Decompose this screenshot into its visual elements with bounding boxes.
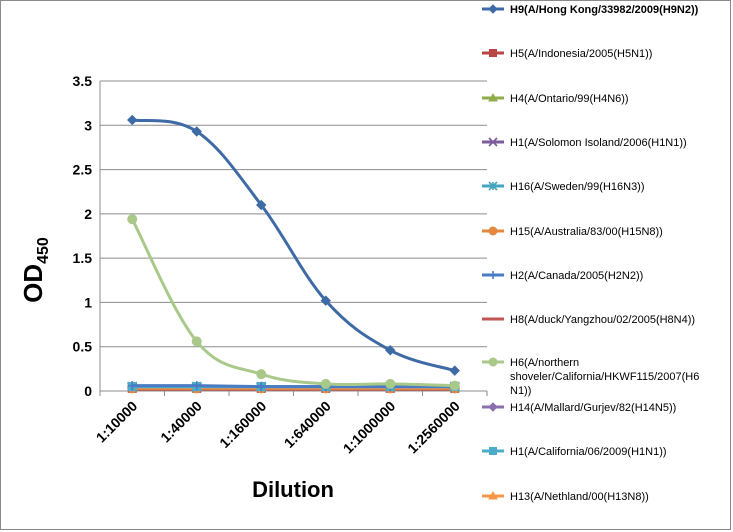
legend-item: H14(A/Mallard/Gurjev/82(H14N5))	[482, 402, 676, 414]
legend-label: H14(A/Mallard/Gurjev/82(H14N5))	[510, 402, 676, 414]
legend-item: H6(A/northern shoveler/California/HKWF115…	[482, 357, 699, 397]
data-point-marker	[449, 380, 460, 391]
legend-item: H9(A/Hong Kong/33982/2009(H9N2))	[482, 4, 699, 16]
data-point-marker	[127, 381, 137, 391]
data-point-marker	[489, 447, 497, 455]
y-axis-title: OD450	[18, 237, 52, 303]
y-axis-title-main: OD	[18, 264, 48, 303]
data-point-marker	[385, 378, 396, 389]
data-point-marker	[488, 226, 498, 236]
data-point-marker	[192, 381, 202, 391]
legend-item: H2(A/Canada/2005(H2N2))	[482, 270, 643, 282]
legend-label-line: H6(A/northern	[510, 357, 579, 369]
legend-item: H13(A/Nethland/00(H13N8))	[482, 490, 649, 503]
series-line	[132, 384, 455, 389]
legend: H9(A/Hong Kong/33982/2009(H9N2)) H5(A/Ind…	[482, 4, 699, 503]
data-point-marker	[320, 378, 331, 389]
x-tick-label: 1:10000	[93, 398, 141, 446]
data-point-marker	[489, 49, 497, 57]
x-tick-label: 1:2560000	[404, 398, 463, 457]
x-tick-label: 1:1000000	[340, 398, 399, 457]
legend-item: H1(A/Solomon Isoland/2006(H1N1))	[482, 137, 687, 149]
legend-label-line: N1))	[510, 385, 531, 397]
data-point-marker	[488, 92, 498, 102]
x-axis-title: Dilution	[252, 477, 334, 502]
legend-label: H5(A/Indonesia/2005(H5N1))	[510, 48, 652, 60]
y-tick-label: 1	[84, 294, 92, 310]
x-tick-label: 1:640000	[281, 398, 334, 451]
data-point-marker	[488, 137, 498, 147]
y-tick-label: 2.5	[73, 162, 93, 178]
data-point-marker	[385, 345, 396, 356]
legend-label: H6(A/northern shoveler/California/HKWF115…	[510, 357, 699, 397]
series-8	[127, 214, 460, 391]
legend-item: H1(A/California/06/2009(H1N1))	[482, 446, 667, 458]
legend-label: H2(A/Canada/2005(H2N2))	[510, 270, 643, 282]
axes: 00.511.522.533.51:10000 1:40000 1:160000 1:…	[73, 73, 488, 457]
data-point-marker	[489, 271, 497, 279]
y-tick-label: 3	[84, 117, 92, 133]
y-tick-label: 1.5	[73, 250, 93, 266]
series-lines	[126, 114, 461, 394]
data-point-marker	[488, 402, 498, 412]
y-tick-label: 3.5	[73, 73, 93, 89]
data-point-marker	[488, 490, 498, 500]
legend-label: H8(A/duck/Yangzhou/02/2005(H8N4))	[510, 314, 695, 326]
x-tick-label: 1:40000	[157, 398, 205, 446]
data-point-marker	[449, 365, 460, 376]
data-point-marker	[488, 181, 498, 191]
legend-item: H8(A/duck/Yangzhou/02/2005(H8N4))	[482, 314, 695, 326]
data-point-marker	[256, 199, 267, 211]
legend-label: H16(A/Sweden/99(H16N3))	[510, 181, 645, 193]
series-line	[131, 118, 456, 373]
data-point-marker	[191, 336, 202, 347]
legend-label: H4(A/Ontario/99(H4N6))	[510, 93, 629, 105]
data-point-marker	[256, 369, 267, 380]
legend-item: H15(A/Australia/83/00(H15N8))	[482, 226, 663, 238]
series-0	[127, 114, 460, 376]
y-axis-title-subscript: 450	[35, 237, 52, 264]
legend-label-line: shoveler/California/HKWF115/2007(H6	[510, 371, 699, 383]
data-point-marker	[488, 357, 498, 367]
data-point-marker	[320, 295, 331, 306]
data-point-marker	[488, 4, 498, 14]
data-point-marker	[127, 114, 138, 126]
data-point-marker	[191, 126, 202, 137]
grid-lines	[100, 80, 487, 348]
legend-label: H1(A/Solomon Isoland/2006(H1N1))	[510, 137, 687, 149]
x-tick-label: 1:160000	[216, 398, 269, 451]
y-tick-label: 2	[84, 206, 92, 222]
legend-item: H16(A/Sweden/99(H16N3))	[482, 181, 645, 193]
y-tick-label: 0	[84, 383, 92, 399]
legend-label: H1(A/California/06/2009(H1N1))	[510, 446, 667, 458]
legend-label: H15(A/Australia/83/00(H15N8))	[510, 226, 663, 238]
legend-item: H4(A/Ontario/99(H4N6))	[482, 92, 629, 105]
legend-item: H5(A/Indonesia/2005(H5N1))	[482, 48, 652, 60]
y-tick-label: 0.5	[73, 339, 93, 355]
legend-label: H9(A/Hong Kong/33982/2009(H9N2))	[510, 4, 699, 16]
legend-label: H13(A/Nethland/00(H13N8))	[510, 491, 649, 503]
data-point-marker	[127, 214, 138, 225]
data-point-marker	[256, 382, 266, 392]
